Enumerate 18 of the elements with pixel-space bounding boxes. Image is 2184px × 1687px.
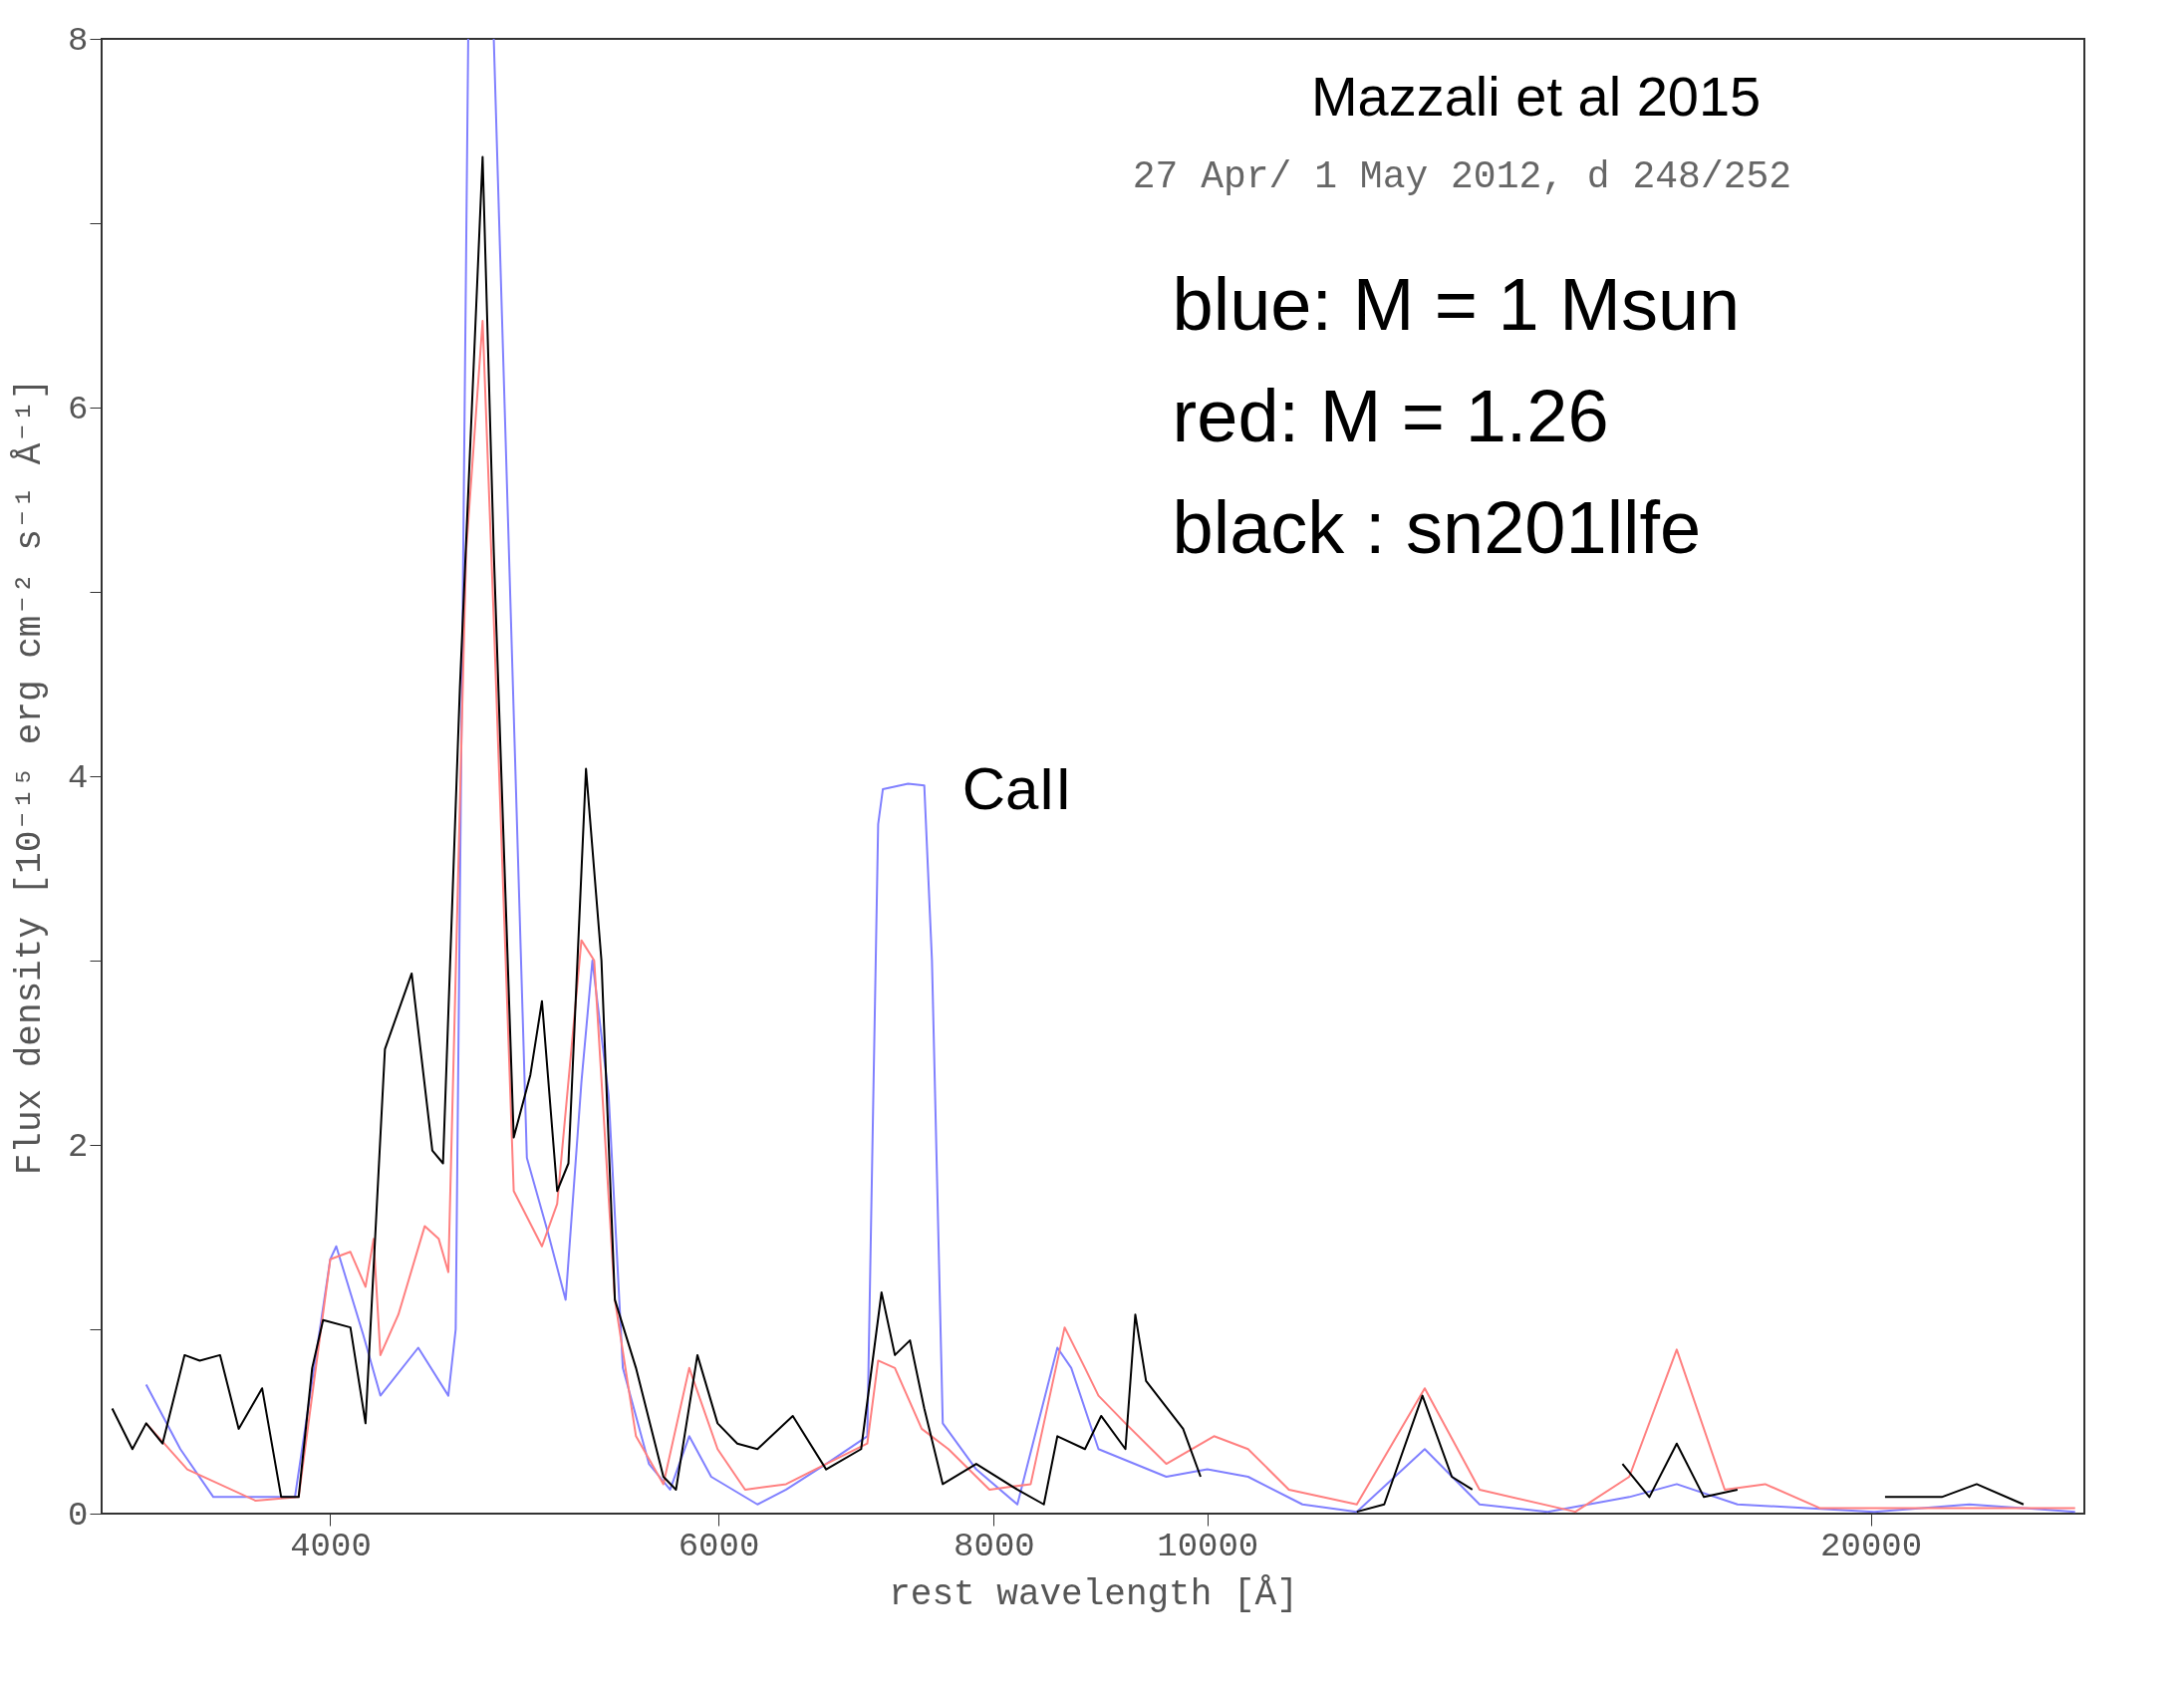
x-tick-label: 10000 [1157, 1527, 1259, 1565]
y-tick-label: 8 [68, 21, 89, 60]
x-tick-label: 8000 [954, 1527, 1035, 1565]
annotation: black : sn201llfe [1172, 486, 1702, 569]
annotation: Mazzali et al 2015 [1310, 65, 1762, 128]
y-tick-label: 6 [68, 390, 89, 428]
y-axis-title: Flux density [10⁻¹⁵ erg cm⁻² s⁻¹ Å⁻¹] [10, 378, 52, 1176]
annotation: CaII [961, 754, 1072, 822]
x-tick-label: 4000 [290, 1527, 372, 1565]
x-tick-label: 6000 [678, 1527, 760, 1565]
y-tick-label: 2 [68, 1127, 89, 1166]
annotation: red: M = 1.26 [1172, 375, 1609, 457]
y-tick-label: 0 [68, 1496, 89, 1535]
annotation: 27 Apr/ 1 May 2012, d 248/252 [1132, 155, 1792, 198]
y-tick-label: 4 [68, 758, 89, 797]
annotation: blue: M = 1 Msun [1172, 263, 1741, 346]
x-axis-title: rest wavelength [Å] [889, 1573, 1298, 1615]
x-tick-label: 20000 [1820, 1527, 1923, 1565]
